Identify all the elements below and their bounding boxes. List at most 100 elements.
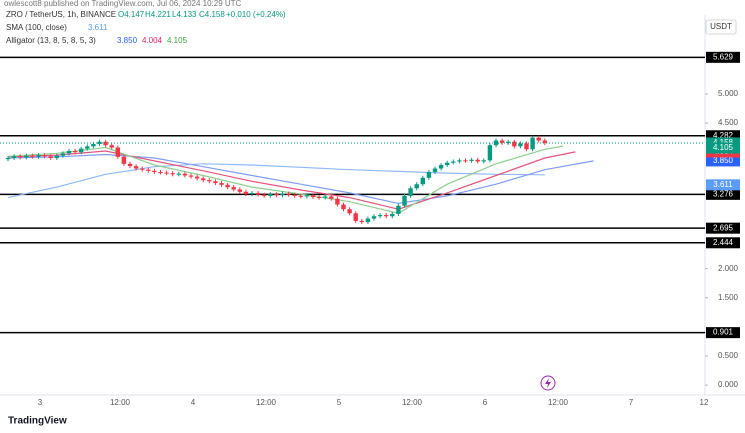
- y-tick-label: 5.000: [718, 89, 739, 98]
- candle-body: [243, 191, 249, 195]
- x-tick-label: 5: [337, 398, 342, 407]
- candle-body: [506, 141, 511, 143]
- candle-body: [164, 172, 169, 174]
- level-label: 5.629: [713, 52, 734, 61]
- candle-body: [5, 158, 11, 160]
- indicator-line: [7, 163, 545, 199]
- y-tick-label: 1.500: [718, 293, 739, 302]
- candle-body: [493, 140, 499, 146]
- legend-symbol: ZRO / TetherUS, 1h, BINANCE: [6, 10, 116, 19]
- candle-body: [316, 197, 322, 199]
- candle-body: [194, 176, 200, 179]
- x-tick-label: 12:00: [548, 398, 569, 407]
- candle-body: [402, 195, 407, 206]
- legend-alligator-jaw: 3.850: [117, 36, 138, 45]
- candle-body: [201, 178, 206, 181]
- candle-body: [310, 195, 316, 198]
- candle-body: [225, 184, 230, 188]
- level-label-box: [706, 237, 740, 249]
- x-tick-label: 6: [483, 398, 488, 407]
- candle-body: [109, 145, 114, 148]
- level-label-box: [706, 188, 740, 200]
- candle-body: [213, 181, 218, 184]
- y-tick-label: 0.500: [718, 351, 739, 360]
- level-label: 3.276: [713, 189, 734, 198]
- candle-body: [499, 140, 505, 143]
- candle-body: [207, 180, 212, 182]
- y-tick-label: 2.000: [718, 264, 739, 273]
- candle-body: [11, 156, 17, 159]
- x-tick-label: 3: [38, 398, 43, 407]
- legend-ohlc-value: O4.147: [118, 10, 145, 19]
- candle-body: [451, 161, 456, 163]
- candle-body: [66, 151, 72, 154]
- candle-body: [536, 137, 541, 141]
- legend-ohlc-value: L4.133: [172, 10, 197, 19]
- candle-body: [91, 144, 96, 147]
- candle-body: [530, 137, 535, 150]
- candle-body: [359, 220, 364, 223]
- candle-body: [469, 159, 474, 161]
- candle-body: [408, 188, 413, 196]
- x-tick-label: 12:00: [110, 398, 131, 407]
- events-bolt: [545, 378, 551, 388]
- legend-sma-value: 3.611: [88, 23, 108, 32]
- candle-body: [158, 171, 163, 173]
- candle-body: [292, 194, 297, 196]
- candle-body: [518, 143, 523, 147]
- x-tick-label: 4: [191, 398, 196, 407]
- candle-body: [85, 146, 90, 149]
- candle-body: [341, 204, 346, 210]
- candle-body: [475, 159, 480, 162]
- candle-body: [182, 173, 188, 176]
- candle-body: [268, 194, 273, 196]
- candle-body: [262, 194, 267, 196]
- level-label-box: [706, 130, 740, 142]
- candle-body: [30, 155, 35, 157]
- candle-body: [329, 196, 334, 199]
- candle-body: [121, 156, 127, 164]
- candle-body: [188, 175, 194, 177]
- candle-body: [255, 192, 261, 195]
- legend-alligator: Alligator (13, 8, 5, 8, 5, 3): [6, 36, 96, 45]
- candle-body: [115, 147, 120, 157]
- candle-body: [426, 171, 432, 178]
- candle-body: [79, 148, 84, 153]
- legend-ohlc-value: H4.221: [145, 10, 171, 19]
- y-tick-label: 4.500: [718, 118, 739, 127]
- candle-body: [152, 170, 157, 172]
- candle-body: [390, 213, 395, 217]
- indicator-label-box: [706, 155, 740, 167]
- level-label: 0.901: [713, 328, 734, 337]
- candle-body: [438, 164, 444, 169]
- header: owlescott8 published on TradingView.com,…: [4, 0, 242, 8]
- candle-body: [176, 173, 181, 175]
- candle-body: [347, 209, 352, 214]
- level-label-box: [706, 51, 740, 63]
- legend-alligator-teeth: 4.004: [142, 36, 163, 45]
- candle-body: [432, 168, 438, 172]
- candle-body: [219, 183, 224, 185]
- candle-body: [457, 160, 462, 162]
- x-tick-label: 12: [700, 398, 709, 407]
- x-tick-label: 12:00: [256, 398, 277, 407]
- candle-body: [133, 166, 139, 169]
- candle-body: [512, 141, 517, 147]
- candle-body: [298, 195, 303, 197]
- candle-body: [384, 215, 389, 217]
- candle-body: [127, 163, 133, 167]
- candle-body: [396, 205, 401, 214]
- candle-body: [18, 156, 23, 158]
- candle-body: [445, 162, 450, 165]
- legend-alligator-lips: 4.105: [167, 36, 188, 45]
- candle-body: [365, 218, 371, 223]
- currency-button[interactable]: [705, 19, 737, 35]
- currency[interactable]: USDT: [710, 22, 732, 31]
- candle-body: [42, 155, 47, 157]
- candle-body: [231, 187, 236, 190]
- candle-body: [237, 189, 242, 192]
- x-tick-label: 12:00: [402, 398, 423, 407]
- legend-ohlc: O4.147 H4.221 L4.133 C4.158 +0.010 (+0.24%): [118, 10, 286, 19]
- indicator-label: 3.611: [713, 180, 733, 189]
